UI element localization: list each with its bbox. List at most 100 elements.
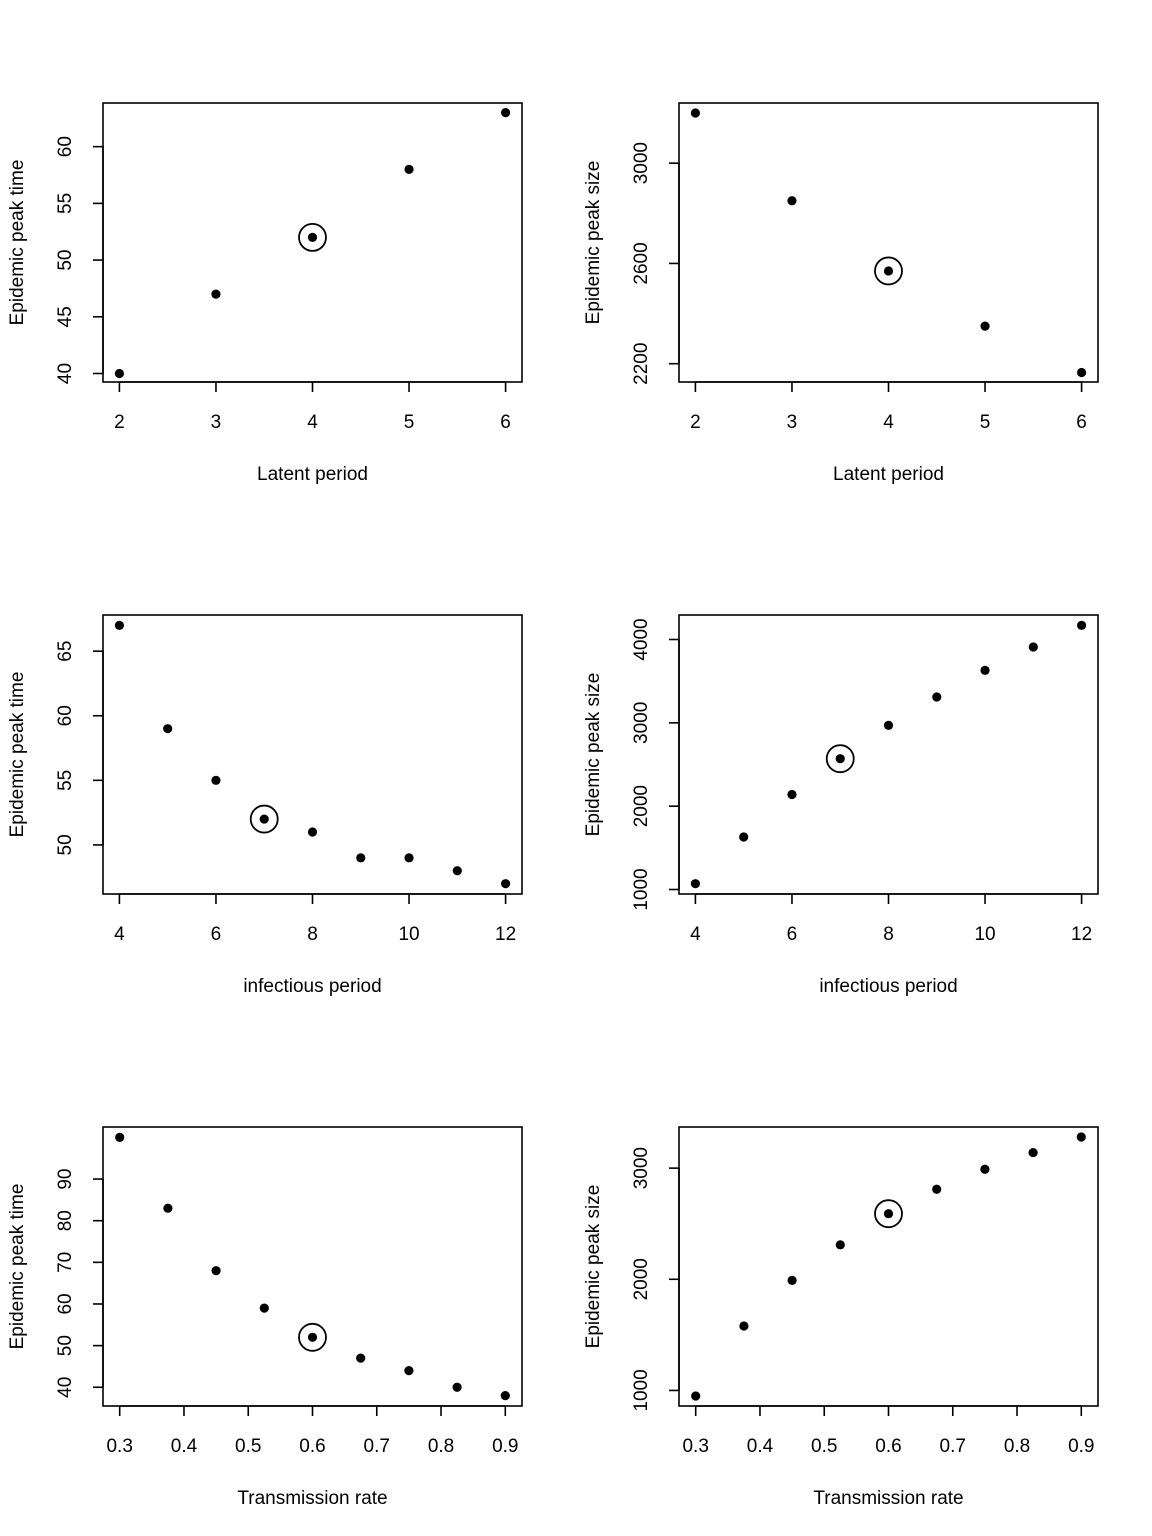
y-tick-label: 60 [55,705,76,726]
data-point [404,164,414,174]
highlight-ring [298,1322,327,1352]
y-tick-label: 3000 [631,702,652,744]
x-tick-label: 3 [787,412,798,433]
data-point [211,1266,221,1276]
data-point [691,1391,701,1401]
data-point [1028,642,1038,652]
x-tick-label: 0.7 [940,1436,966,1457]
x-tick-label: 0.5 [811,1436,837,1457]
y-tick-label: 2200 [631,343,652,385]
x-tick-label: 0.9 [492,1436,518,1457]
data-point [1076,620,1087,630]
y-tick-label: 45 [55,306,76,327]
x-tick-label: 0.3 [106,1436,132,1457]
x-tick-label: 12 [1071,924,1092,945]
x-tick-label: 3 [211,412,222,433]
scatter-panel: 4 6 8 10 12 1000 2000 3000 4000 infectious period… [583,614,1099,997]
x-axis-title: Transmission rate [813,1488,963,1509]
x-axis-title: Transmission rate [237,1488,387,1509]
data-point [1028,1147,1038,1158]
highlight-ring [874,256,903,286]
x-tick-label: 0.4 [747,1436,774,1457]
data-point [1076,367,1087,378]
data-point [787,789,797,800]
x-tick-label: 0.3 [682,1436,708,1457]
x-tick-label: 2 [114,412,125,433]
data-point [356,853,366,863]
x-tick-label: 6 [1076,412,1087,433]
data-point [739,1321,749,1331]
data-point [883,266,894,276]
plot-frame [102,614,523,895]
y-axis-title: Epidemic peak time [7,672,28,838]
highlight-ring [874,1199,903,1229]
y-tick-label: 80 [55,1210,76,1231]
data-point [500,108,511,118]
x-tick-label: 0.6 [299,1436,325,1457]
data-point [114,620,125,630]
data-point [163,1203,173,1213]
y-axis-title: Epidemic peak size [583,161,604,325]
y-tick-label: 55 [55,193,76,214]
data-point [307,232,318,242]
data-point [163,724,173,734]
y-tick-label: 40 [55,1377,76,1398]
scatter-panel: 2 3 4 5 6 2200 2600 3000 Latent period Epidemic p… [583,102,1099,485]
y-tick-label: 70 [55,1252,76,1273]
x-tick-label: 10 [974,924,995,945]
y-axis-title: Epidemic peak time [7,1184,28,1350]
x-tick-label: 0.7 [364,1436,390,1457]
data-point [787,1275,797,1285]
x-tick-label: 4 [307,412,318,433]
data-point [980,1164,990,1174]
x-tick-label: 6 [500,412,511,433]
x-tick-label: 5 [404,412,415,433]
y-tick-label: 60 [55,1293,76,1314]
scatter-panel: 0.3 0.4 0.5 0.6 0.7 0.8 0.9 1000 2000 3000 Transmi… [583,1126,1099,1509]
y-axis-title: Epidemic peak time [7,160,28,326]
y-tick-label: 60 [55,136,76,157]
x-tick-label: 0.5 [235,1436,261,1457]
x-tick-label: 0.8 [1004,1436,1030,1457]
x-tick-label: 6 [787,924,798,945]
y-tick-label: 1000 [631,1369,652,1411]
plot-frame [678,1126,1099,1407]
data-point [883,720,894,730]
x-tick-label: 0.8 [428,1436,454,1457]
data-point [500,1390,510,1401]
x-tick-label: 4 [114,924,125,945]
plot-frame [678,614,1099,895]
y-tick-label: 2600 [631,242,652,284]
x-tick-label: 5 [980,412,991,433]
plot-frame [102,102,523,383]
data-point [835,1240,845,1250]
data-point [787,196,797,206]
data-point [114,368,125,379]
highlight-ring [825,744,855,774]
data-point [500,879,511,889]
y-tick-label: 3000 [631,1147,652,1189]
scatter-panel: 4 6 8 10 12 50 55 60 65 infectious period Epidemic… [7,614,523,997]
x-tick-label: 10 [398,924,419,945]
y-tick-label: 2000 [631,785,652,827]
y-tick-label: 50 [55,1335,76,1356]
data-point [835,754,845,764]
data-point [980,665,990,675]
x-tick-label: 0.6 [875,1436,901,1457]
data-point [883,1209,894,1219]
x-axis-title: infectious period [243,976,381,997]
x-tick-label: 6 [211,924,222,945]
x-tick-label: 8 [883,924,894,945]
x-tick-label: 8 [307,924,318,945]
scatter-panel: 0.3 0.4 0.5 0.6 0.7 0.8 0.9 40 50 60 70 80 90 Transmi… [7,1126,523,1509]
x-axis-title: Latent period [257,464,368,485]
y-tick-label: 1000 [631,868,652,910]
x-tick-label: 12 [495,924,516,945]
data-point [980,321,990,331]
y-tick-label: 55 [55,770,76,791]
data-point [115,1132,125,1143]
data-point [404,1366,414,1376]
data-point [307,1332,318,1342]
